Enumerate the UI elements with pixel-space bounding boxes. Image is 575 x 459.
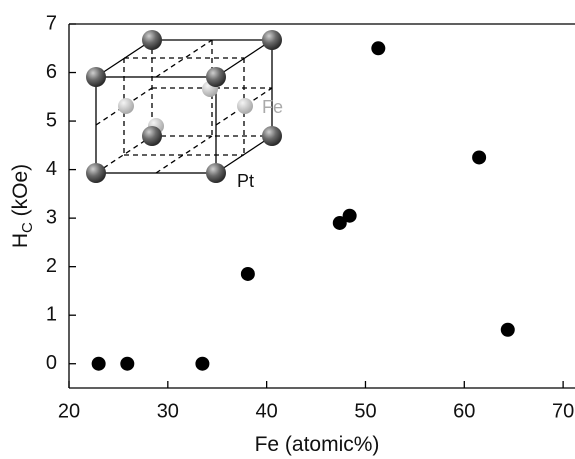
y-tick-label: 3	[46, 206, 57, 228]
y-tick-label: 0	[46, 352, 57, 374]
data-point	[472, 150, 487, 165]
y-axis-title-unit: (kOe)	[9, 164, 32, 222]
y-axis-title: HC (kOe)	[9, 164, 36, 248]
y-tick-label: 2	[46, 255, 57, 277]
x-tick-label: 40	[256, 400, 278, 422]
y-tick-label: 1	[46, 303, 57, 325]
x-axis-title: Fe (atomic%)	[255, 433, 380, 456]
x-tick-label: 30	[157, 400, 179, 422]
data-point	[195, 356, 210, 371]
y-axis-title-main: H	[9, 233, 32, 248]
data-point	[371, 41, 386, 56]
x-tick-label: 20	[58, 400, 80, 422]
y-tick-label: 5	[46, 109, 57, 131]
data-point	[91, 356, 106, 371]
data-point	[332, 215, 347, 230]
annotation: Fe	[262, 97, 283, 117]
y-tick-label: 7	[46, 12, 57, 34]
data-point	[500, 322, 515, 337]
x-tick-label: 60	[453, 400, 475, 422]
data-point	[240, 266, 255, 281]
x-tick-label: 70	[552, 400, 574, 422]
data-point	[342, 208, 357, 223]
y-tick-label: 4	[46, 158, 57, 180]
crystal-inset: Fe Pt	[86, 30, 283, 191]
data-point	[120, 356, 135, 371]
x-tick-label: 50	[354, 400, 376, 422]
annotation: Pt	[237, 171, 254, 191]
y-tick-label: 6	[46, 61, 57, 83]
y-axis-title-sub: C	[19, 222, 36, 233]
